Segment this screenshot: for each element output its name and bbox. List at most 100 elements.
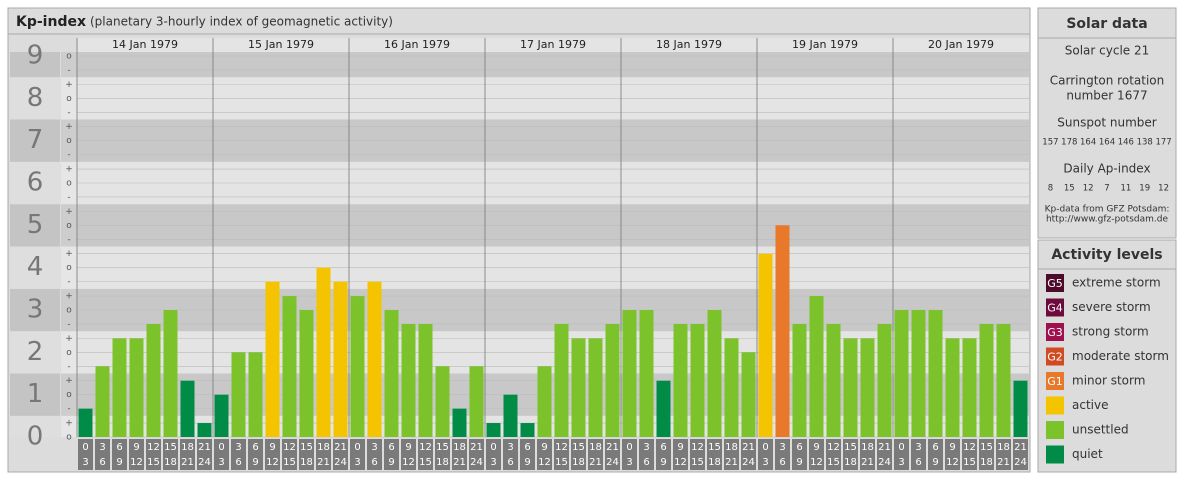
hour-label: 12 [283,442,296,453]
minor-tick-label: o [66,179,72,189]
x-day-label: 17 Jan 1979 [520,38,586,51]
hour-label: 21 [1014,442,1027,453]
hour-label: 15 [844,442,857,453]
hour-cell [282,439,297,470]
hour-label: 3 [643,442,649,453]
bar [248,352,263,437]
bar [350,296,365,437]
hour-cell [537,439,552,470]
x-day-label: 20 Jan 1979 [928,38,994,51]
hour-cell [214,439,229,470]
bar [180,380,195,437]
hour-label: 0 [490,442,496,453]
solar-value: 15 [1064,184,1075,194]
y-tick-label: 8 [27,83,44,113]
legend-swatch [1046,396,1064,415]
minor-tick-label: + [65,419,73,429]
header [7,7,1031,35]
hour-label: 3 [99,442,105,453]
hour-label: 12 [266,457,279,468]
legend-badge: G3 [1047,326,1063,339]
hour-label: 6 [388,442,394,453]
hour-label: 15 [572,442,585,453]
minor-tick-label: - [67,108,70,118]
hour-label: 18 [436,457,449,468]
hour-label: 6 [252,442,258,453]
hour-label: 6 [507,457,513,468]
hour-label: 12 [419,442,432,453]
hour-label: 21 [181,457,194,468]
hour-cell [486,439,501,470]
hour-cell [673,439,688,470]
minor-band [61,119,77,162]
hour-label: 9 [116,457,122,468]
bar [452,408,467,437]
hour-cell [639,439,654,470]
minor-tick-label: - [67,235,70,245]
minor-tick-label: o [66,94,72,104]
bar [520,423,535,437]
legend-label: unsettled [1072,423,1129,437]
hour-label: 6 [932,442,938,453]
hour-cell [588,439,603,470]
minor-tick-label: + [65,80,73,90]
hour-cell [112,439,127,470]
hour-cell [605,439,620,470]
bar [435,366,450,437]
hour-label: 21 [589,457,602,468]
hour-cell [452,439,467,470]
hour-cell [316,439,331,470]
hour-label: 9 [388,457,394,468]
legend-label: moderate storm [1072,349,1169,363]
minor-tick-label: o [66,306,72,316]
minor-tick-label: o [66,52,72,62]
hour-label: 9 [660,457,666,468]
label-band [10,288,60,332]
solar-value: 11 [1120,184,1131,194]
day-header [77,38,1029,52]
hour-label: 6 [235,457,241,468]
hour-label: 24 [470,457,483,468]
hour-cell [384,439,399,470]
bar [214,394,229,437]
minor-band [61,77,77,120]
legend-swatch [1046,445,1064,464]
x-day-label: 18 Jan 1979 [656,38,722,51]
hour-label: 6 [915,457,921,468]
hour-cell [622,439,637,470]
solar-value: 8 [1048,184,1053,194]
hour-label: 21 [334,442,347,453]
hour-cell [265,439,280,470]
minor-tick-label: + [65,165,73,175]
minor-band [61,373,77,416]
legend-swatch [1046,347,1064,366]
legend-swatch [1046,421,1064,439]
minor-band [61,288,77,332]
minor-tick-label: + [65,334,73,344]
hour-label: 24 [1014,457,1027,468]
bar [758,253,773,437]
hour-label: 18 [725,442,738,453]
bar [843,338,858,437]
hour-label: 6 [99,457,105,468]
minor-tick-label: - [67,319,70,329]
hour-label: 6 [643,457,649,468]
bar [265,281,280,437]
hour-label: 15 [827,457,840,468]
bar [146,323,161,437]
hour-label: 18 [181,442,194,453]
hour-label: 3 [762,457,768,468]
hour-cell [469,439,484,470]
hour-label: 15 [419,457,432,468]
hour-label: 3 [235,442,241,453]
hour-label: 18 [861,442,874,453]
minor-tick-label: + [65,122,73,132]
hour-label: 12 [827,442,840,453]
bar [554,323,569,437]
bar [979,323,994,437]
hour-label: 3 [898,457,904,468]
minor-tick-label: - [67,65,70,75]
hour-label: 12 [130,457,143,468]
hour-label: 18 [980,457,993,468]
hour-label: 9 [813,442,819,453]
